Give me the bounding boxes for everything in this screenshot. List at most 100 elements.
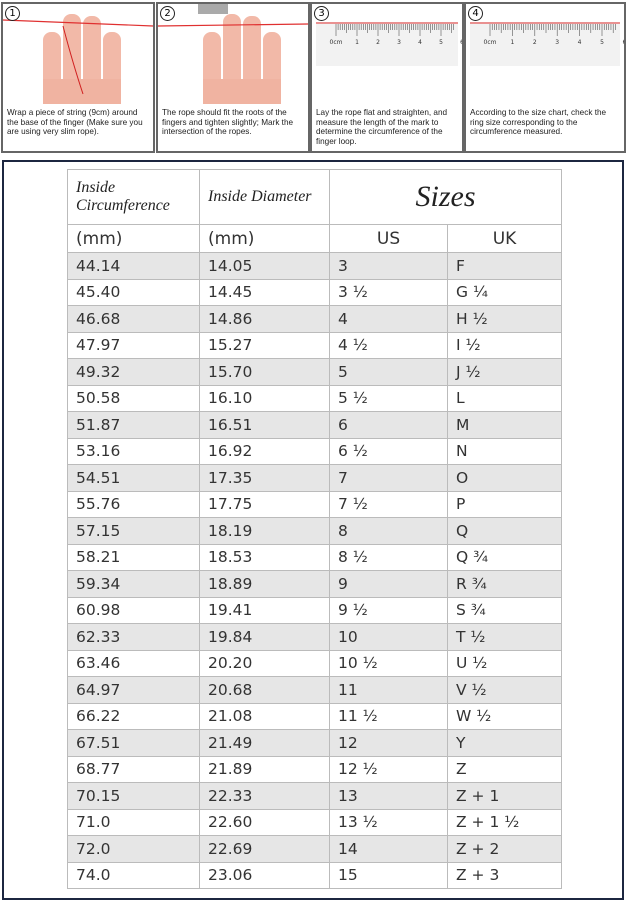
subheader-cell: US: [329, 224, 448, 253]
size-cell: 14: [329, 835, 448, 863]
step-text: According to the size chart, check the r…: [470, 108, 607, 136]
size-row: 46.68 14.86 4 H ½: [67, 305, 562, 333]
size-cell: 18.19: [199, 517, 330, 545]
size-cell: 15: [329, 861, 448, 889]
size-cell: 17.35: [199, 464, 330, 492]
size-cell: 9: [329, 570, 448, 598]
size-table: Inside Circumference Inside Diameter Sizes…: [67, 169, 562, 889]
size-cell: 13 ½: [329, 808, 448, 836]
string-loop: [62, 25, 84, 95]
size-cell: 3 ½: [329, 278, 448, 306]
size-cell: 15.70: [199, 358, 330, 386]
size-cell: 13: [329, 782, 448, 810]
size-cell: 11: [329, 676, 448, 704]
string: [158, 23, 308, 27]
finger: [83, 16, 101, 99]
size-cell: 21.08: [199, 702, 330, 730]
size-cell: M: [447, 411, 562, 439]
size-cell: 51.87: [67, 411, 200, 439]
size-row: 67.51 21.49 12 Y: [67, 729, 562, 757]
size-row: 51.87 16.51 6 M: [67, 411, 562, 439]
size-cell: 53.16: [67, 437, 200, 465]
step-number: 3: [314, 6, 329, 21]
size-cell: S ¾: [447, 596, 562, 624]
pen: [198, 4, 228, 14]
size-cell: 9 ½: [329, 596, 448, 624]
size-cell: H ½: [447, 305, 562, 333]
size-row: 44.14 14.05 3 F: [67, 252, 562, 280]
header-circumference: Inside Circumference: [67, 169, 200, 225]
size-cell: J ½: [447, 358, 562, 386]
hand: [203, 79, 281, 104]
size-cell: L: [447, 384, 562, 412]
size-cell: 8: [329, 517, 448, 545]
size-row: 49.32 15.70 5 J ½: [67, 358, 562, 386]
size-cell: 7 ½: [329, 490, 448, 518]
size-cell: 55.76: [67, 490, 200, 518]
size-row: 74.0 23.06 15 Z + 3: [67, 861, 562, 889]
ruler-label: 4: [578, 39, 582, 46]
size-cell: 62.33: [67, 623, 200, 651]
size-cell: 67.51: [67, 729, 200, 757]
size-cell: 45.40: [67, 278, 200, 306]
size-cell: 22.69: [199, 835, 330, 863]
size-cell: 10: [329, 623, 448, 651]
size-cell: 64.97: [67, 676, 200, 704]
size-row: 64.97 20.68 11 V ½: [67, 676, 562, 704]
header-sizes: Sizes: [329, 169, 562, 225]
step-text: The rope should fit the roots of the fin…: [162, 108, 294, 136]
size-cell: 44.14: [67, 252, 200, 280]
size-row: 57.15 18.19 8 Q: [67, 517, 562, 545]
ruler-label: 1: [510, 39, 514, 46]
size-cell: 22.60: [199, 808, 330, 836]
size-cell: 18.89: [199, 570, 330, 598]
size-cell: R ¾: [447, 570, 562, 598]
size-cell: 47.97: [67, 331, 200, 359]
size-cell: 21.49: [199, 729, 330, 757]
size-cell: Z + 1: [447, 782, 562, 810]
size-cell: P: [447, 490, 562, 518]
size-cell: 6 ½: [329, 437, 448, 465]
size-cell: 63.46: [67, 649, 200, 677]
finger: [223, 14, 241, 99]
header-row: Inside Circumference Inside Diameter Sizes: [67, 169, 562, 225]
size-cell: Q ¾: [447, 543, 562, 571]
size-cell: 18.53: [199, 543, 330, 571]
subheader-cell: (mm): [67, 224, 200, 253]
size-cell: 21.89: [199, 755, 330, 783]
step-panel: 0cm 1 2 3 4 5 6 3 Lay the rope flat and straight…: [310, 2, 464, 153]
header-diameter: Inside Diameter: [199, 169, 330, 225]
size-cell: 10 ½: [329, 649, 448, 677]
size-cell: 70.15: [67, 782, 200, 810]
size-cell: Z: [447, 755, 562, 783]
step-text: Wrap a piece of string (9cm) around the …: [7, 108, 143, 136]
size-chart: Inside Circumference Inside Diameter Sizes…: [2, 160, 624, 900]
size-cell: V ½: [447, 676, 562, 704]
ruler-label: 3: [555, 39, 559, 46]
size-cell: U ½: [447, 649, 562, 677]
size-cell: 22.33: [199, 782, 330, 810]
ruler-label: 1: [355, 39, 359, 46]
size-cell: 17.75: [199, 490, 330, 518]
ruler-label: 5: [439, 39, 443, 46]
size-cell: Y: [447, 729, 562, 757]
size-cell: N: [447, 437, 562, 465]
size-cell: 14.45: [199, 278, 330, 306]
step-illustration: 0cm 1 2 3 4 5 6: [316, 22, 462, 66]
ruler-label: 0cm: [484, 39, 497, 46]
size-cell: 72.0: [67, 835, 200, 863]
step-illustration: 0cm 1 2 3 4 5 6: [470, 22, 624, 66]
ruler-label: 6: [460, 39, 462, 46]
size-cell: 49.32: [67, 358, 200, 386]
size-cell: 19.41: [199, 596, 330, 624]
size-cell: 4 ½: [329, 331, 448, 359]
finger: [63, 14, 81, 99]
